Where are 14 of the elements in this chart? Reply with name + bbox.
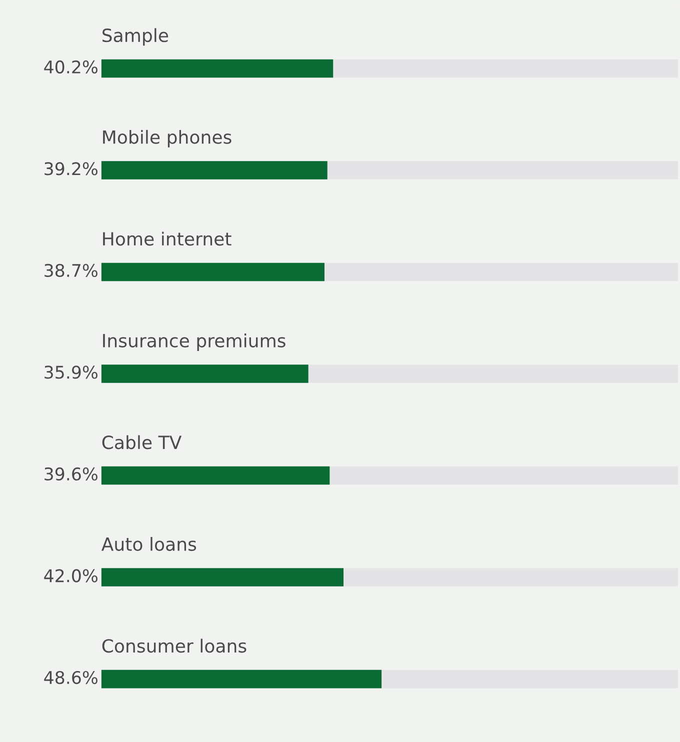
data-label: 38.7%: [44, 264, 98, 278]
data-label: 40.2%: [44, 60, 98, 74]
y-tick-label: Sample: [102, 28, 168, 46]
y-tick-label: Auto loans: [101, 536, 196, 551]
data-label: 39.6%: [44, 467, 98, 481]
y-tick-label: Insurance premiums: [103, 333, 286, 351]
y-tick-label: Mobile phones: [103, 130, 232, 148]
data-label: 42.0%: [44, 569, 98, 582]
data-label: 35.9%: [44, 366, 98, 379]
y-tick-label: Home internet: [103, 232, 232, 246]
data-label: 39.2%: [44, 162, 98, 176]
data-label: 48.6%: [44, 670, 98, 684]
y-tick-label: Consumer loans: [102, 638, 246, 653]
y-tick-label: Cable TV: [102, 435, 182, 450]
